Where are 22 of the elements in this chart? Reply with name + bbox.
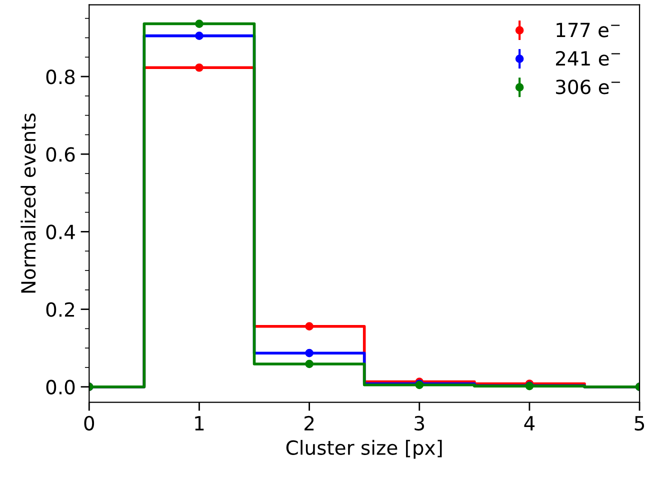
point (305, 348, 314, 358)
x-tick-label: 3 (414, 416, 424, 431)
y-tick-label: 0.4 (46, 224, 75, 240)
y-tick-label: 0.2 (46, 302, 74, 317)
x-tick-label: 5 (634, 416, 644, 431)
y-axis-title: Normalized events (20, 114, 36, 293)
y-tick-label: 0.0 (46, 380, 75, 395)
y-tick-label: 0.6 (46, 147, 75, 162)
point (195, 32, 204, 40)
legend-label: 306 e$^{−}$ (556, 80, 620, 94)
x-tick-label: 0 (84, 416, 94, 431)
x-tick-label: 4 (524, 416, 535, 430)
x-axis-title: Cluster size [px] (286, 440, 442, 459)
legend-label: 241 e$^{−}$ (556, 51, 620, 66)
x-tick-label: 1 (195, 416, 204, 430)
y-tick-label: 0.8 (46, 70, 75, 84)
legend-label: 177 e$^{−}$ (556, 22, 620, 38)
x-tick-label: 2 (304, 416, 314, 430)
point (305, 322, 314, 331)
point (195, 63, 204, 72)
point (305, 360, 314, 368)
point (195, 20, 204, 28)
